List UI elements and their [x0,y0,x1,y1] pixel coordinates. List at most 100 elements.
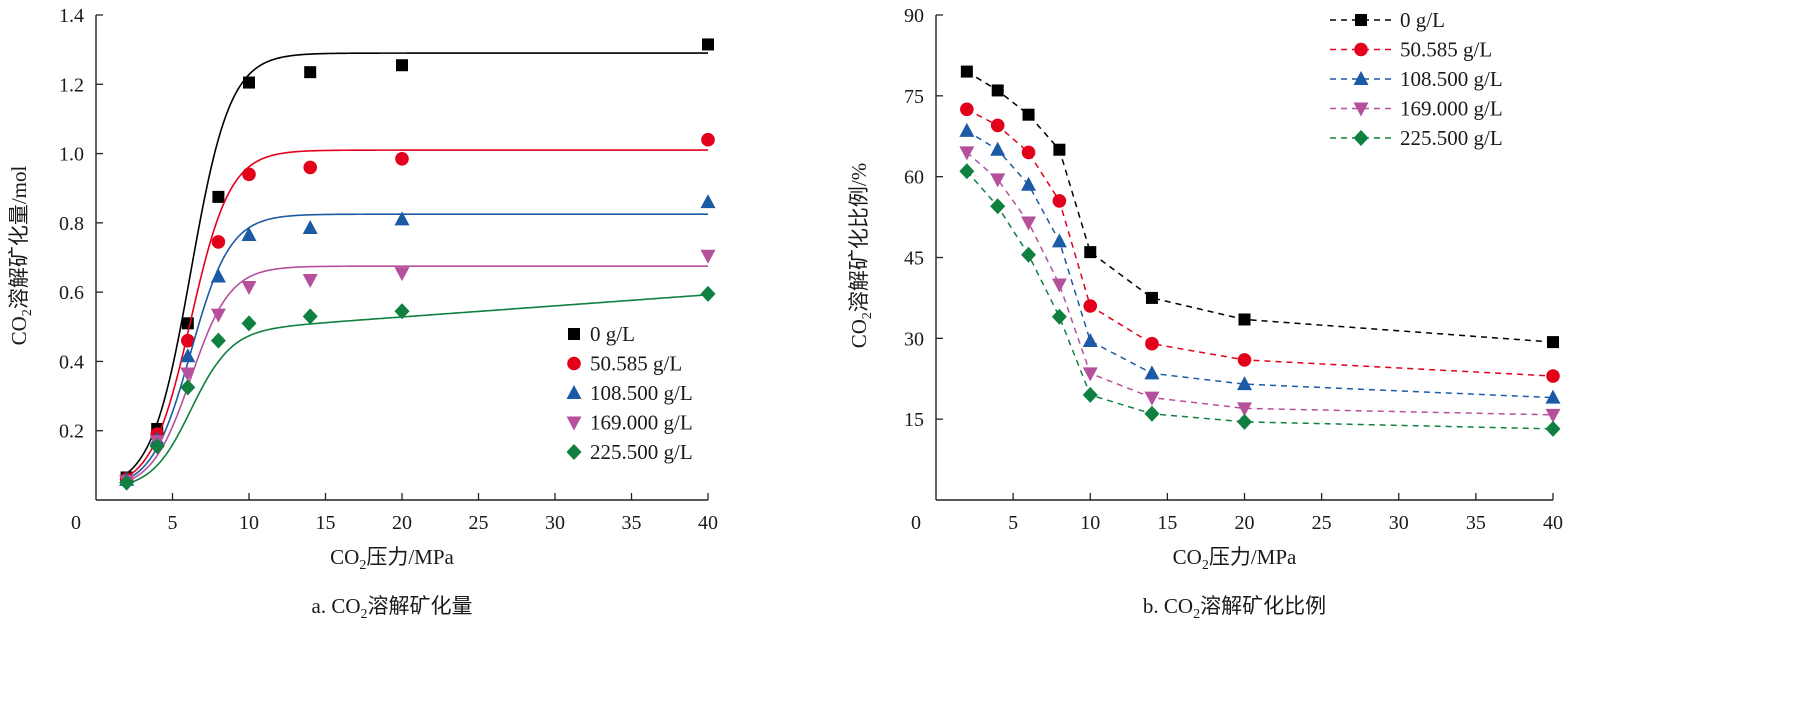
y-tick-label: 0.8 [59,213,84,235]
legend: 0 g/L 50.585 g/L 108.500 g/L 169.000 g/L 225… [566,322,693,464]
data-point [394,267,410,282]
data-point [1144,391,1160,406]
data-point [990,118,1005,133]
legend-marker [567,356,581,371]
legend-item: 169.000 g/L [1330,97,1503,121]
data-point [180,348,196,363]
data-point [241,226,257,241]
data-point [241,315,257,332]
x-axis-label: CO2压力/MPa [330,545,454,573]
series-0-g-L [960,65,1559,349]
fit-curve [126,52,708,475]
legend-item: 50.585 g/L [1330,38,1492,62]
data-point [211,235,226,249]
data-point [1051,308,1067,325]
data-point [1084,246,1097,259]
data-point [701,132,715,147]
legend-item: 0 g/L [1330,8,1445,32]
data-point [700,249,716,264]
y-tick-label: 60 [904,167,924,189]
series-225-500-g-L [959,163,1561,437]
data-point [990,173,1006,188]
data-point [304,66,317,79]
data-point [1082,367,1098,382]
data-point [959,163,975,180]
fit-curve [126,213,708,481]
data-point [1145,291,1158,304]
data-point [1545,408,1561,423]
panel-caption: b. CO2溶解矿化比例 [1143,594,1326,622]
series-169-000-g-L [959,146,1561,423]
legend-label: 169.000 g/L [1400,97,1503,121]
legend-marker [1354,42,1368,57]
fit-curve [126,293,709,485]
y-tick-label: 75 [904,86,924,108]
data-point [1021,216,1037,231]
panel-caption: a. CO2溶解矿化量 [312,594,473,622]
x-tick-label: 0 [71,512,81,534]
legend-label: 108.500 g/L [590,381,693,405]
legend-marker [566,385,582,399]
legend: 0 g/L 50.585 g/L 108.500 g/L 169.000 g/L 225… [1330,8,1503,150]
legend-label: 0 g/L [1400,8,1445,32]
data-point [1051,278,1067,293]
data-point [1053,143,1066,156]
data-point [960,65,973,78]
legend-marker [1353,102,1369,117]
legend-item: 0 g/L [568,322,635,346]
data-point [1545,420,1561,437]
y-tick-label: 0.6 [59,282,84,304]
legend-item: 50.585 g/L [567,352,682,376]
series-225-500-g-L [119,285,716,491]
legend-marker [566,444,582,460]
data-point [1052,194,1067,208]
x-tick-label: 5 [1008,512,1018,534]
y-tick-label: 30 [904,328,924,350]
x-tick-label: 15 [316,512,336,534]
data-point [394,303,410,320]
data-point [210,308,226,323]
y-tick-label: 90 [904,5,924,27]
legend-item: 225.500 g/L [566,440,693,464]
data-point [396,59,408,72]
series-50-585-g-L [960,102,1560,383]
legend-marker [1353,130,1369,146]
data-point [702,38,714,51]
legend-marker [1353,71,1369,85]
data-point [180,367,196,382]
data-point [1021,176,1037,191]
data-point [243,76,255,89]
data-point [149,438,165,455]
data-point [1545,389,1561,404]
data-point [1022,108,1035,121]
legend-marker [1355,14,1367,26]
legend-label: 50.585 g/L [1400,38,1492,62]
chart-panel-b: 0 5 10 15 20 25 30 35 40 15 30 45 60 75 90 CO2压力/MPa CO2… [847,5,1563,622]
data-point [990,141,1006,156]
x-tick-label: 15 [1157,512,1177,534]
data-point [991,84,1004,97]
data-point [242,167,256,182]
data-point [302,308,318,325]
data-point [960,102,974,117]
legend-item: 108.500 g/L [566,381,693,405]
y-tick-label: 15 [904,409,924,431]
x-tick-label: 35 [622,512,642,534]
legend-label: 108.500 g/L [1400,67,1503,91]
data-point [1237,353,1252,367]
fit-curve [126,265,708,483]
data-point [1237,402,1252,417]
data-point [990,198,1006,215]
y-tick-label: 0.4 [59,351,84,373]
x-tick-label: 30 [545,512,565,534]
legend-label: 225.500 g/L [590,440,693,464]
data-point [181,317,194,330]
data-point [1238,313,1251,326]
series-169-000-g-L [119,249,716,489]
data-point [1547,336,1559,349]
data-point [395,151,409,166]
legend-label: 169.000 g/L [590,411,693,435]
x-tick-label: 10 [1080,512,1100,534]
x-tick-label: 0 [911,512,921,534]
data-point [700,285,716,302]
